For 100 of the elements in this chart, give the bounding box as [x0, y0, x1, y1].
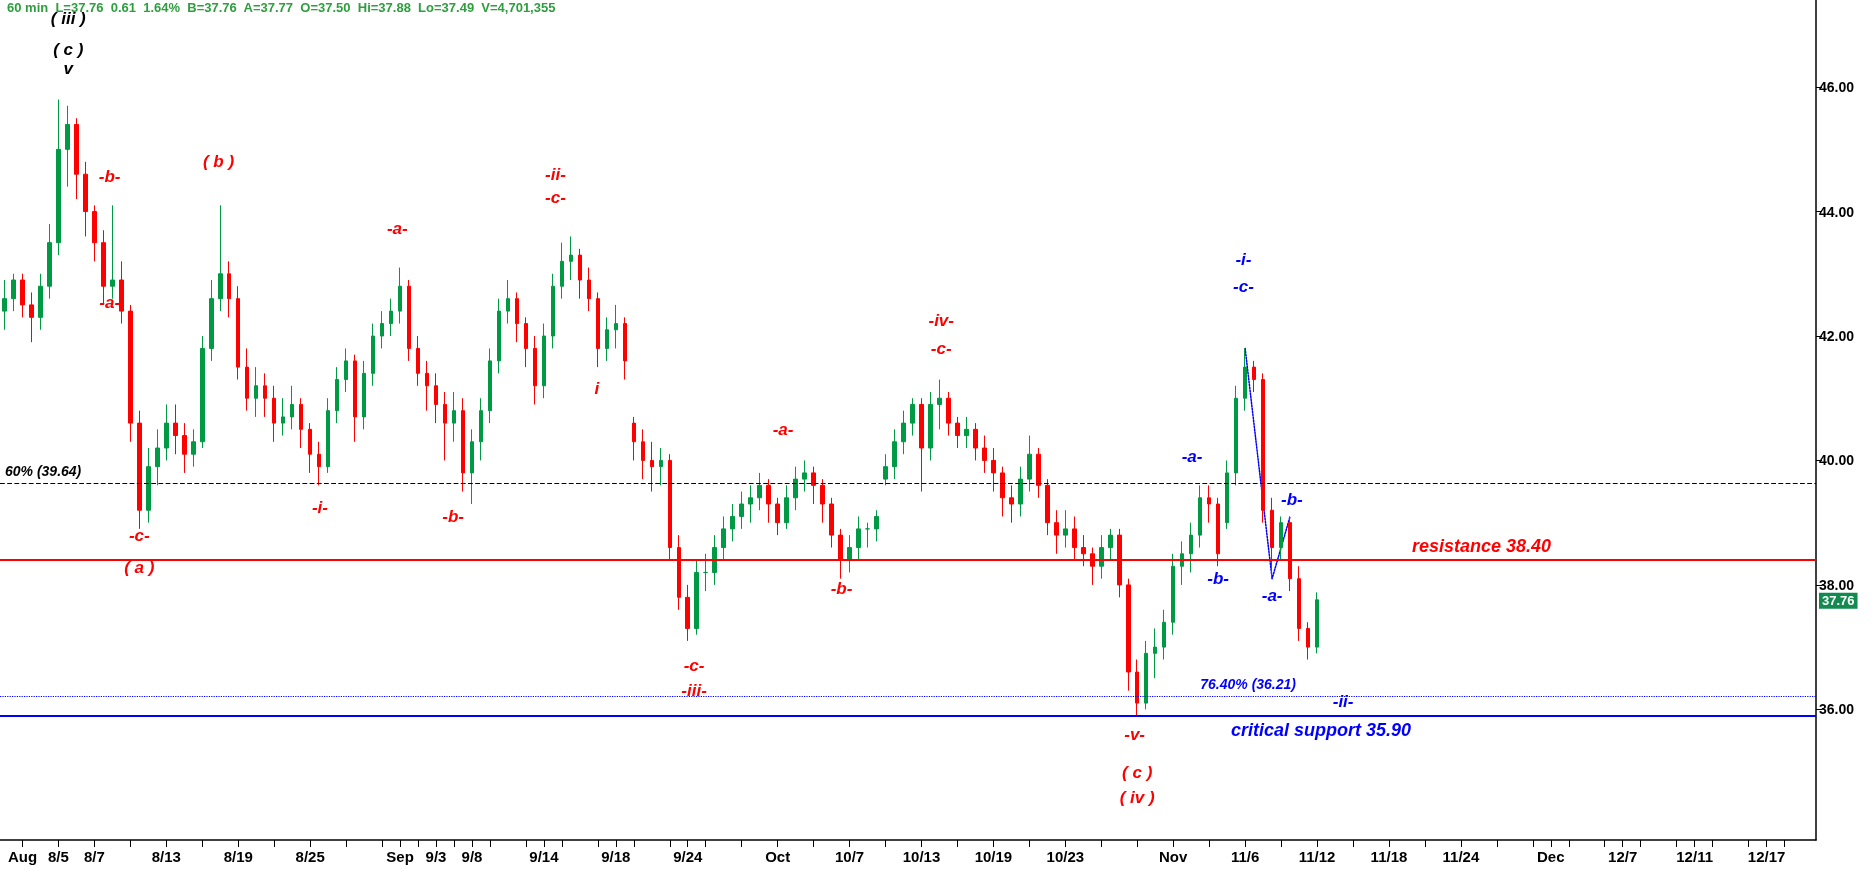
candlestick [1153, 627, 1157, 679]
candlestick [416, 335, 420, 387]
candlestick [1126, 578, 1131, 692]
candlestick [685, 584, 690, 642]
text: 37.76 [1822, 593, 1855, 609]
candlestick [973, 422, 978, 461]
annotation: -b- [98, 167, 121, 187]
candlestick [470, 428, 474, 505]
annotation: -ii- [1332, 691, 1354, 711]
candlestick [748, 484, 753, 524]
candlestick [443, 391, 447, 461]
y-tick-label: 38.00 [1819, 576, 1855, 593]
candlestick [20, 273, 25, 318]
candlestick [1027, 435, 1032, 493]
x-tick-label: 9/18 [601, 848, 631, 865]
candlestick [1207, 484, 1211, 524]
ref-line-label: critical support 35.90 [1230, 719, 1411, 740]
candlestick [1243, 347, 1247, 412]
candlestick [344, 347, 348, 393]
y-tick-label: 44.00 [1819, 203, 1855, 220]
annotation: -i- [1235, 249, 1252, 269]
candlestick [712, 534, 717, 586]
candlestick [479, 397, 483, 461]
annotation: -c- [128, 525, 151, 545]
candlestick [614, 304, 618, 349]
candlestick [946, 391, 951, 437]
candlestick [254, 366, 258, 418]
candlestick [587, 267, 591, 312]
candlestick [1252, 360, 1256, 393]
candlestick [182, 422, 187, 474]
candlestick [1144, 640, 1148, 710]
candlestick [605, 316, 609, 362]
candlestick [937, 379, 942, 430]
candlestick [380, 310, 384, 349]
x-tick-label: 9/14 [529, 848, 560, 865]
candlestick [865, 522, 870, 549]
candlestick [281, 397, 285, 437]
candlestick [155, 428, 160, 486]
candlestick [910, 397, 915, 437]
annotation: ( a ) [124, 558, 155, 578]
candlestick [560, 242, 564, 300]
candlestick [632, 416, 636, 461]
candlestick [650, 441, 654, 493]
candlestick [1009, 484, 1014, 524]
candlestick [829, 497, 834, 549]
annotation: -b- [830, 579, 853, 599]
candlestick [1135, 659, 1139, 717]
ref-line-label: 76.40% (36.21) [1200, 676, 1297, 693]
candlestick [65, 105, 70, 188]
candlestick [569, 235, 573, 281]
candlestick [721, 515, 726, 561]
candlestick [164, 403, 169, 461]
y-tick-label: 46.00 [1819, 79, 1855, 96]
candlestick [1000, 466, 1005, 517]
annotation: -a- [1261, 585, 1283, 605]
y-tick-label: 36.00 [1819, 701, 1855, 718]
candlestick [128, 304, 133, 443]
candlestick [83, 161, 88, 237]
candlestick [137, 410, 142, 530]
candlestick [326, 397, 330, 474]
annotation: -c- [1233, 276, 1255, 296]
candlestick [317, 441, 321, 486]
candlestick [928, 391, 933, 461]
candlestick [398, 267, 402, 325]
candlestick [245, 347, 249, 412]
candlestick [119, 260, 124, 325]
candlestick [92, 204, 97, 262]
annotation: ( iv ) [1119, 788, 1155, 808]
candlestick [919, 397, 924, 493]
candlestick [766, 478, 771, 524]
x-tick-label: 8/25 [295, 848, 325, 865]
annotation: ( c ) [53, 40, 84, 60]
candlestick [1171, 553, 1175, 636]
candlestick [641, 428, 645, 480]
candlestick [1297, 565, 1301, 642]
annotation: -b- [1281, 490, 1304, 510]
x-tick-label: 9/8 [461, 848, 483, 865]
annotation: -a- [386, 218, 409, 238]
x-tick-label: 10/19 [974, 848, 1013, 865]
ref-line-label: 60% (39.64) [5, 462, 82, 479]
annotation: -b- [1207, 569, 1230, 589]
candlestick [596, 291, 600, 368]
candlestick [227, 260, 231, 318]
x-tick-label: 10/13 [902, 848, 941, 865]
candlestick [1108, 528, 1113, 561]
annotation: ( c ) [1122, 763, 1153, 783]
annotation: -a- [1181, 447, 1203, 467]
candlestick [407, 279, 411, 362]
annotation: i [594, 379, 601, 399]
candlestick [955, 416, 960, 449]
candlestick [218, 204, 223, 312]
candlestick [1198, 484, 1202, 549]
candlestick [524, 316, 528, 368]
candlestick [1225, 459, 1229, 530]
ref-line-label: resistance 38.40 [1411, 536, 1551, 556]
annotation: ( b ) [202, 152, 235, 172]
x-tick-label: 10/23 [1046, 848, 1085, 865]
x-tick-label: 11/12 [1298, 848, 1336, 865]
candlestick [1261, 372, 1265, 524]
candlestick [1045, 478, 1050, 536]
